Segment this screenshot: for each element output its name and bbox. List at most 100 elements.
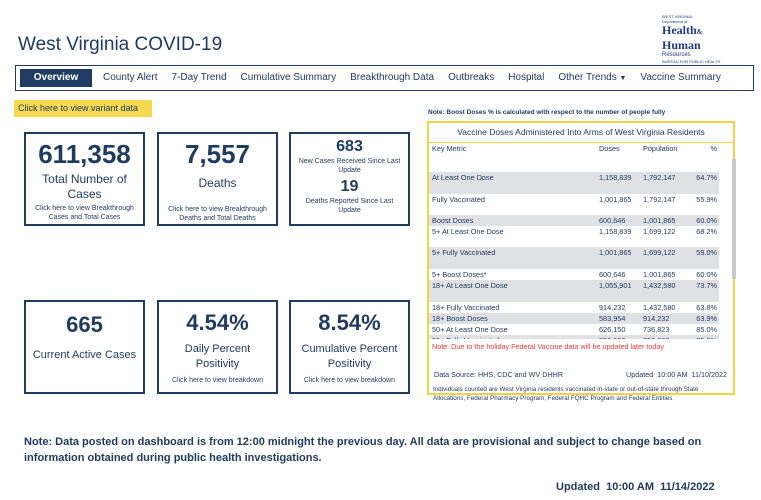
table-row: 18+ Fully Vaccinated 914,232 1,432,580 63.8… (429, 302, 719, 313)
vaccine-panel: Vaccine Doses Administered Into Arms of … (427, 121, 736, 402)
logo-text: Health (662, 23, 697, 37)
individuals-note: Individuals counted are West Virginia re… (433, 386, 699, 402)
table-cell: 1,432,580 (643, 281, 676, 290)
table-cell: 50+ At Least One Dose (432, 325, 508, 334)
daily-positivity-value: 4.54% (186, 310, 249, 335)
table-cell: 63.8% (696, 303, 717, 312)
table-cell: 18+ Boost Doses (432, 314, 488, 323)
table-row: 50+ At Least One Dose 626,150 736,823 85.0% (429, 324, 719, 335)
tab-vaccine-summary[interactable]: Vaccine Summary (640, 72, 721, 83)
table-cell: 18+ Fully Vaccinated (432, 303, 500, 312)
tab-other-trends[interactable]: Other Trends ▼ (551, 69, 633, 87)
logo-text: BUREAU FOR PUBLIC HEALTH (662, 59, 721, 64)
logo-text: Human (662, 38, 701, 52)
boost-note: Note: Boost Doses % is calculated with r… (428, 109, 666, 116)
active-cases-card: 665 Current Active Cases (24, 300, 145, 394)
table-header: Key Metric Doses Population% (429, 143, 719, 172)
table-cell: 583,954 (599, 314, 626, 323)
nav-bar: Overview County Alert 7-Day Trend Cumula… (15, 65, 754, 91)
table-cell: 914,232 (643, 314, 670, 323)
table-cell: 1,792,147 (643, 195, 676, 204)
table-row: 5+ At Least One Dose 1,158,839 1,699,122 68… (429, 226, 719, 247)
card-label: Daily Percent Positivity (184, 343, 251, 370)
dhhr-logo: WEST VIRGINIA Department of Health& Huma… (662, 14, 746, 64)
card-label: Cumulative Percent Positivity (301, 343, 398, 370)
table-cell: 68.2% (696, 227, 717, 236)
table-cell: 59.0% (696, 248, 717, 257)
table-row: Boost Doses 600,646 1,001,865 60.0% (429, 215, 719, 226)
tab-hospital[interactable]: Hospital (508, 72, 545, 83)
table-cell: 64.7% (696, 173, 717, 182)
table-cell: Fully Vaccinated (432, 195, 485, 204)
table-cell: 1,158,839 (599, 173, 632, 182)
tab-county-alert[interactable]: County Alert (103, 72, 158, 83)
tab-breakthrough-data[interactable]: Breakthrough Data (350, 72, 435, 83)
table-row: At Least One Dose 1,158,839 1,792,147 64.7% (429, 172, 719, 194)
column-header: Population (643, 144, 678, 153)
table-cell: At Least One Dose (432, 173, 494, 182)
table-cell: 85.0% (696, 325, 717, 334)
vaccine-title: Vaccine Doses Administered Into Arms of … (429, 123, 733, 143)
tab-7-day-trend[interactable]: 7-Day Trend (171, 72, 227, 83)
table-row: 50+ Fully Vaccinated558,528736,82375.8% (429, 335, 719, 339)
table-cell: 914,232 (599, 303, 626, 312)
breakthrough-deaths-link[interactable]: Click here to view Breakthrough Deaths a… (168, 206, 267, 222)
data-source: Data Source: HHS, CDC and WV DHHR (434, 370, 564, 379)
table-cell: 5+ Fully Vaccinated (432, 248, 496, 257)
logo-text: WEST VIRGINIA (662, 14, 693, 19)
table-cell: 50+ Fully Vaccinated (429, 336, 599, 339)
scrollbar[interactable] (732, 159, 736, 279)
card-label: Deaths Reported Since Last Update (305, 198, 394, 214)
active-cases-value: 665 (66, 312, 103, 337)
card-label: Deaths (198, 176, 237, 190)
tab-cumulative-summary[interactable]: Cumulative Summary (240, 72, 337, 83)
breakdown-link[interactable]: Click here to view breakdown (171, 377, 264, 384)
card-label: New Cases Received Since Last Update (298, 158, 401, 174)
table-cell: 60.0% (696, 216, 717, 225)
tab-outbreaks[interactable]: Outbreaks (448, 72, 495, 83)
table-cell: 73.7% (696, 281, 717, 290)
holiday-note: Note: Due to the holiday Federal Vaccine… (432, 342, 665, 351)
table-row: 18+ Boost Doses 583,954 914,232 63.9% (429, 313, 719, 324)
table-cell: 1,001,865 (643, 216, 676, 225)
table-cell: 600,646 (599, 270, 626, 279)
column-header: Doses (599, 144, 620, 153)
table-cell: 1,055,901 (599, 281, 632, 290)
column-header: % (710, 144, 718, 153)
new-deaths-value: 19 (340, 178, 359, 195)
table-cell: 1,699,122 (643, 227, 676, 236)
new-cases-value: 683 (336, 138, 363, 155)
logo-text: & (696, 28, 703, 36)
variant-data-button[interactable]: Click here to view variant data (14, 100, 152, 117)
total-cases-card[interactable]: 611,358 Total Number of Cases Click here… (24, 132, 145, 226)
table-cell: 18+ At Least One Dose (432, 281, 508, 290)
breakdown-link[interactable]: Click here to view breakdown (303, 377, 396, 384)
table-row: Fully Vaccinated 1,001,865 1,792,147 55.9% (429, 194, 719, 215)
cumulative-positivity-card[interactable]: 8.54% Cumulative Percent Positivity Clic… (289, 300, 410, 394)
table-row: 5+ Boost Doses* 600,646 1,001,865 60.0% (429, 269, 719, 280)
table-cell: 626,150 (599, 325, 626, 334)
logo-text: Health& (662, 24, 746, 39)
table-cell: 1,699,122 (643, 248, 676, 257)
table-cell: 1,792,147 (643, 173, 676, 182)
table-cell: 1,001,865 (599, 195, 632, 204)
table-cell: 1,001,865 (599, 248, 632, 257)
chevron-down-icon: ▼ (619, 75, 627, 82)
card-label: Current Active Cases (32, 349, 137, 361)
table-cell: 600,646 (599, 216, 626, 225)
vaccine-table: Key Metric Doses Population% At Least One D… (429, 143, 719, 339)
total-cases-value: 611,358 (38, 139, 131, 169)
table-cell: 1,158,839 (599, 227, 632, 236)
table-cell: 5+ At Least One Dose (432, 227, 504, 236)
cumulative-positivity-value: 8.54% (318, 310, 381, 335)
table-cell: 1,001,865 (643, 270, 676, 279)
tab-overview[interactable]: Overview (20, 69, 92, 87)
page-title: West Virginia COVID-19 (18, 34, 223, 55)
table-cell: 55.9% (696, 195, 717, 204)
card-label: Total Number of Cases (42, 172, 127, 201)
breakthrough-cases-link[interactable]: Click here to view Breakthrough Cases an… (35, 205, 134, 221)
deaths-card[interactable]: 7,557 Deaths Click here to view Breakthr… (157, 132, 278, 226)
daily-positivity-card[interactable]: 4.54% Daily Percent Positivity Click her… (157, 300, 278, 394)
footer-note: Note: Data posted on dashboard is from 1… (24, 436, 702, 464)
table-row: 5+ Fully Vaccinated 1,001,865 1,699,122 59.… (429, 247, 719, 269)
